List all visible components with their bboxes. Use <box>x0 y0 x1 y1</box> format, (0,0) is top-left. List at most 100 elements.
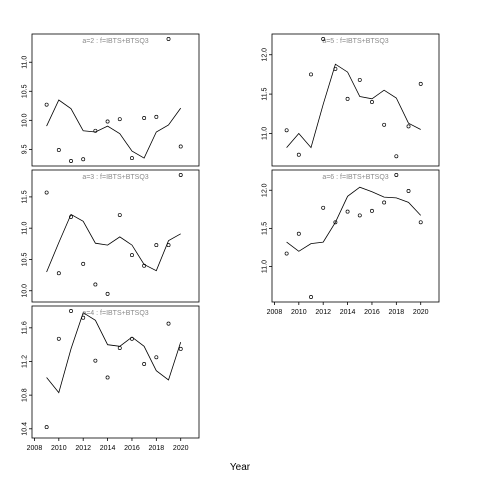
panel-3-point-6 <box>117 346 122 350</box>
panel-2-point-5 <box>105 291 110 296</box>
panel-4-point-6 <box>357 77 362 82</box>
panel-5-ytick-label-2: 12.0 <box>262 183 269 197</box>
panel-1-ytick-label-0: 9.5 <box>22 144 29 154</box>
panel-3-xtick-label-5: 2018 <box>149 445 165 452</box>
panel-5-point-10 <box>406 189 411 193</box>
panel-4-point-8 <box>382 122 387 127</box>
panel-3-point-4 <box>93 358 98 363</box>
panel-2-point-10 <box>166 243 171 248</box>
panel-1-ytick-label-3: 11.0 <box>22 56 29 69</box>
panel-3-point-2 <box>69 309 73 313</box>
panel-3-xtick-label-6: 2020 <box>173 445 189 452</box>
panel-5-frame <box>271 169 440 303</box>
panel-4-fit-line <box>286 63 421 149</box>
panel-3-fit-line <box>46 312 182 394</box>
panel-2-label: a=3 : f=IBTS+BTSQ3 <box>82 174 148 181</box>
panel-3-point-1 <box>56 336 61 341</box>
panel-5-point-4 <box>333 220 338 225</box>
panel-3-ytick-label-3: 11.6 <box>22 321 29 334</box>
panel-4-label: a=5 : f=IBTS+BTSQ3 <box>322 38 388 45</box>
panel-4-point-7 <box>370 100 374 104</box>
panel-4-point-3 <box>321 37 326 41</box>
panel-2-frame <box>31 169 200 303</box>
panel-2-point-1 <box>56 271 61 276</box>
panel-1-point-10 <box>166 37 171 41</box>
panel-2-point-7 <box>130 253 134 258</box>
x-axis-label: Year <box>230 462 251 473</box>
panel-5-xtick-label-3: 2014 <box>340 309 356 316</box>
panel-2-point-6 <box>117 213 122 217</box>
panel-4-point-0 <box>284 128 289 133</box>
panel-2-point-8 <box>142 263 147 268</box>
panel-4-ytick-label-0: 11.0 <box>262 127 269 140</box>
panel-3-point-11 <box>178 346 183 351</box>
panel-1-frame <box>31 33 200 167</box>
panel-4-point-2 <box>309 72 313 77</box>
panel-3-point-5 <box>105 375 110 380</box>
panel-4-point-11 <box>418 81 423 86</box>
panel-5-xtick-label-6: 2020 <box>413 309 429 316</box>
panel-3-point-8 <box>142 362 147 366</box>
panel-3-xtick-label-1: 2010 <box>51 445 67 452</box>
panel-5-point-3 <box>321 205 326 210</box>
panel-1-point-9 <box>154 114 159 119</box>
panel-5-label: a=6 : f=IBTS+BTSQ3 <box>322 174 388 181</box>
panel-5-ytick-label-1: 11.5 <box>262 222 269 235</box>
panel-3-point-3 <box>81 315 86 320</box>
panel-5-xtick-label-1: 2010 <box>291 309 307 316</box>
panel-1-fit-line <box>46 99 182 159</box>
panel-5-point-1 <box>296 231 301 236</box>
panel-5-ytick-label-0: 11.0 <box>262 260 269 273</box>
panel-4-point-1 <box>296 152 301 157</box>
panel-1-point-3 <box>81 157 86 162</box>
panel-3-point-9 <box>154 355 159 360</box>
panel-1-point-8 <box>142 116 147 120</box>
panel-2-point-3 <box>81 261 86 266</box>
panel-5-point-2 <box>309 295 313 299</box>
panel-5-point-11 <box>418 220 423 225</box>
panel-4-ytick-label-1: 11.5 <box>262 87 269 100</box>
panel-2-ytick-label-0: 10.0 <box>22 284 29 298</box>
panel-4-ytick-label-2: 12.0 <box>262 48 269 62</box>
panel-5-fit-line <box>286 186 421 252</box>
panel-3-point-10 <box>166 321 171 326</box>
panel-1-point-6 <box>117 117 122 122</box>
panel-4-point-4 <box>333 66 338 71</box>
panel-1-point-4 <box>93 128 98 133</box>
panel-1-point-1 <box>56 148 61 152</box>
panel-5-point-8 <box>382 200 387 205</box>
panel-3-xtick-label-2: 2012 <box>75 445 91 452</box>
panel-5-xtick-label-2: 2012 <box>315 309 331 316</box>
panel-3-xtick-label-0: 2008 <box>27 445 43 452</box>
panel-4-point-9 <box>394 154 399 159</box>
panel-3-ytick-label-1: 10.8 <box>22 388 29 402</box>
panel-4-point-10 <box>406 124 411 129</box>
panel-2-ytick-label-2: 11.0 <box>22 222 29 235</box>
panel-3-label: a=4 : f=IBTS+BTSQ3 <box>82 310 148 317</box>
panel-2-point-11 <box>178 173 183 177</box>
panel-2-point-2 <box>69 214 73 219</box>
panel-3-ytick-label-0: 10.4 <box>22 422 29 436</box>
panel-3-xtick-label-4: 2016 <box>124 445 140 452</box>
panel-5-point-6 <box>357 213 362 218</box>
panel-3-frame <box>31 305 200 439</box>
panel-5-xtick-label-5: 2018 <box>389 309 405 316</box>
panel-2-point-0 <box>44 190 49 195</box>
panel-2-point-9 <box>154 243 159 248</box>
panel-2-fit-line <box>46 213 181 273</box>
panel-4-frame <box>271 33 440 167</box>
panel-5-xtick-label-4: 2016 <box>364 309 380 316</box>
panel-1-point-7 <box>130 156 134 161</box>
panel-3-xtick-label-3: 2014 <box>100 445 116 452</box>
panel-1-point-5 <box>105 119 110 124</box>
panel-5-point-5 <box>345 209 350 214</box>
panel-1-point-0 <box>44 102 49 107</box>
panel-1-ytick-label-2: 10.5 <box>22 84 29 98</box>
panel-1-point-11 <box>178 144 183 149</box>
panel-2-ytick-label-1: 10.5 <box>22 253 29 267</box>
panel-5-point-0 <box>284 251 289 256</box>
panel-2-point-4 <box>93 282 98 287</box>
panel-3-point-0 <box>44 425 49 430</box>
panel-3-ytick-label-2: 11.2 <box>22 355 29 368</box>
